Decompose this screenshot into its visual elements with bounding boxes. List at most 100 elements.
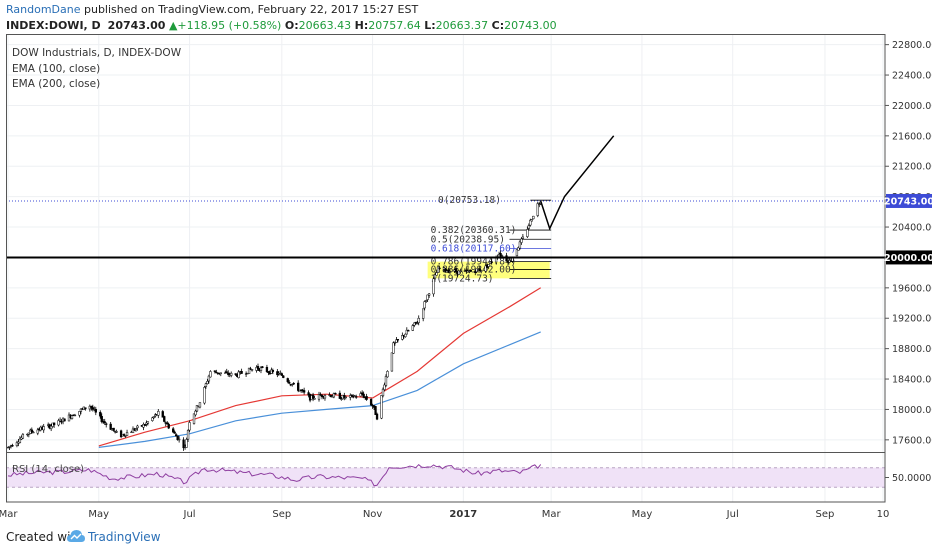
horizontal-gridlines [6,44,885,441]
candle-body [21,434,25,439]
candle-body [225,371,228,373]
candle-body [119,430,123,438]
candle-body [109,423,112,430]
candle-body [499,252,502,257]
candle-body [338,392,341,399]
candle-body [395,339,398,343]
candle-body [515,249,519,257]
plot-border [6,34,886,503]
candle-body [438,267,441,270]
candle-body [50,425,53,430]
candle-body [494,257,498,263]
candle-body [206,381,209,385]
created-with-text: Created with [6,530,83,544]
author-link[interactable]: RandomDane [6,3,81,16]
candle-body [365,396,368,400]
candle-body [414,321,417,324]
open-value: 20663.43 [298,19,352,32]
candle-body [99,411,102,417]
candle-body [79,408,83,412]
publish-text: published on TradingView.com, February 2… [84,3,419,16]
candle-body [11,445,14,447]
fib-retracement[interactable]: 0(20753.18)0.382(20360.31)0.5(20238.95)0… [431,195,552,284]
candle-body [538,203,541,206]
candle-body [125,432,129,436]
publish-line: RandomDane published on TradingView.com,… [6,3,418,16]
tradingview-brand[interactable]: TradingView [88,530,161,544]
candle-body [42,426,45,431]
x-tick-label: May [632,509,653,520]
candle-body [151,417,154,421]
candle-body [78,411,81,416]
close-value: 20743.00 [504,19,557,32]
candle-body [433,274,437,279]
rsi-axis: 50.0000 [885,473,931,484]
candle-body [527,225,530,229]
up-arrow-icon: ▲ [168,19,178,32]
candle-body [530,219,533,222]
candle-body [203,387,206,404]
candle-body [344,396,347,398]
rsi-line [7,464,542,487]
candle-body [122,434,126,436]
candle-body [30,429,33,433]
candle-body [194,410,197,416]
high-value: 20757.64 [368,19,421,32]
candle-body [508,260,511,263]
candle-body [448,270,452,273]
candle-body [426,294,429,300]
y-tick-label: 21200.00 [892,162,932,173]
candle-body [58,419,62,422]
rsi-band [6,467,885,488]
fib-level-label: 1(19724.73) [431,273,494,284]
candle-body [18,438,22,444]
low-value: 20663.37 [435,19,489,32]
time-axis[interactable]: Mar May Jul Sep Nov 2017 Mar May Jul Sep 10 [0,509,889,520]
candle-body [115,431,118,433]
y-tick-label: 19600.00 [892,283,932,294]
candle-body [176,435,179,441]
candle-body [152,416,155,418]
projection-path[interactable] [539,135,615,231]
candle-body [422,308,425,319]
candle-body [317,394,321,400]
rsi-tick-label: 50.0000 [892,473,931,484]
price-axis[interactable]: 17600.00 18000.00 18400.00 18800.00 19200.00… [885,40,932,446]
candle-body [256,366,260,370]
price-chart[interactable]: 0(20753.18)0.382(20360.31)0.5(20238.95)0… [0,34,932,524]
candle-body [172,428,175,433]
candle-body [195,404,199,412]
y-tick-label: 19200.00 [892,314,932,325]
legend-title: DOW Industrials, D, INDEX-DOW [12,47,182,59]
tradingview-cloud-icon [67,530,85,542]
candle-body [249,368,252,370]
candle-body [320,394,324,398]
candle-body [188,422,191,431]
legend-ema200: EMA (200, close) [12,78,100,90]
x-tick-label: Mar [542,509,562,520]
candle-body [361,392,364,395]
fib-level-label: 0.786(19944.84) [431,257,517,268]
candle-body [166,422,169,425]
candle-body [454,268,458,273]
candle-body [286,378,289,383]
candle-body [381,388,385,397]
fib-level-label: 0.618(20117.60) [431,244,517,255]
ema-200-line [98,331,541,448]
x-tick-label: 2017 [449,509,477,520]
y-tick-label: 18400.00 [892,375,932,386]
candle-body [411,325,414,331]
chart-header: RandomDane published on TradingView.com,… [0,0,932,34]
candle-body [469,270,472,272]
candle-body [213,370,216,372]
y-tick-label: 21600.00 [892,131,932,142]
candle-body [91,407,94,410]
candle-body [490,261,493,263]
candle-body [207,375,211,382]
candle-body [209,371,212,378]
candle-body [230,372,233,376]
candle-body [517,247,520,251]
candle-body [386,371,389,378]
candle-body [297,382,300,391]
candle-body [247,367,251,374]
